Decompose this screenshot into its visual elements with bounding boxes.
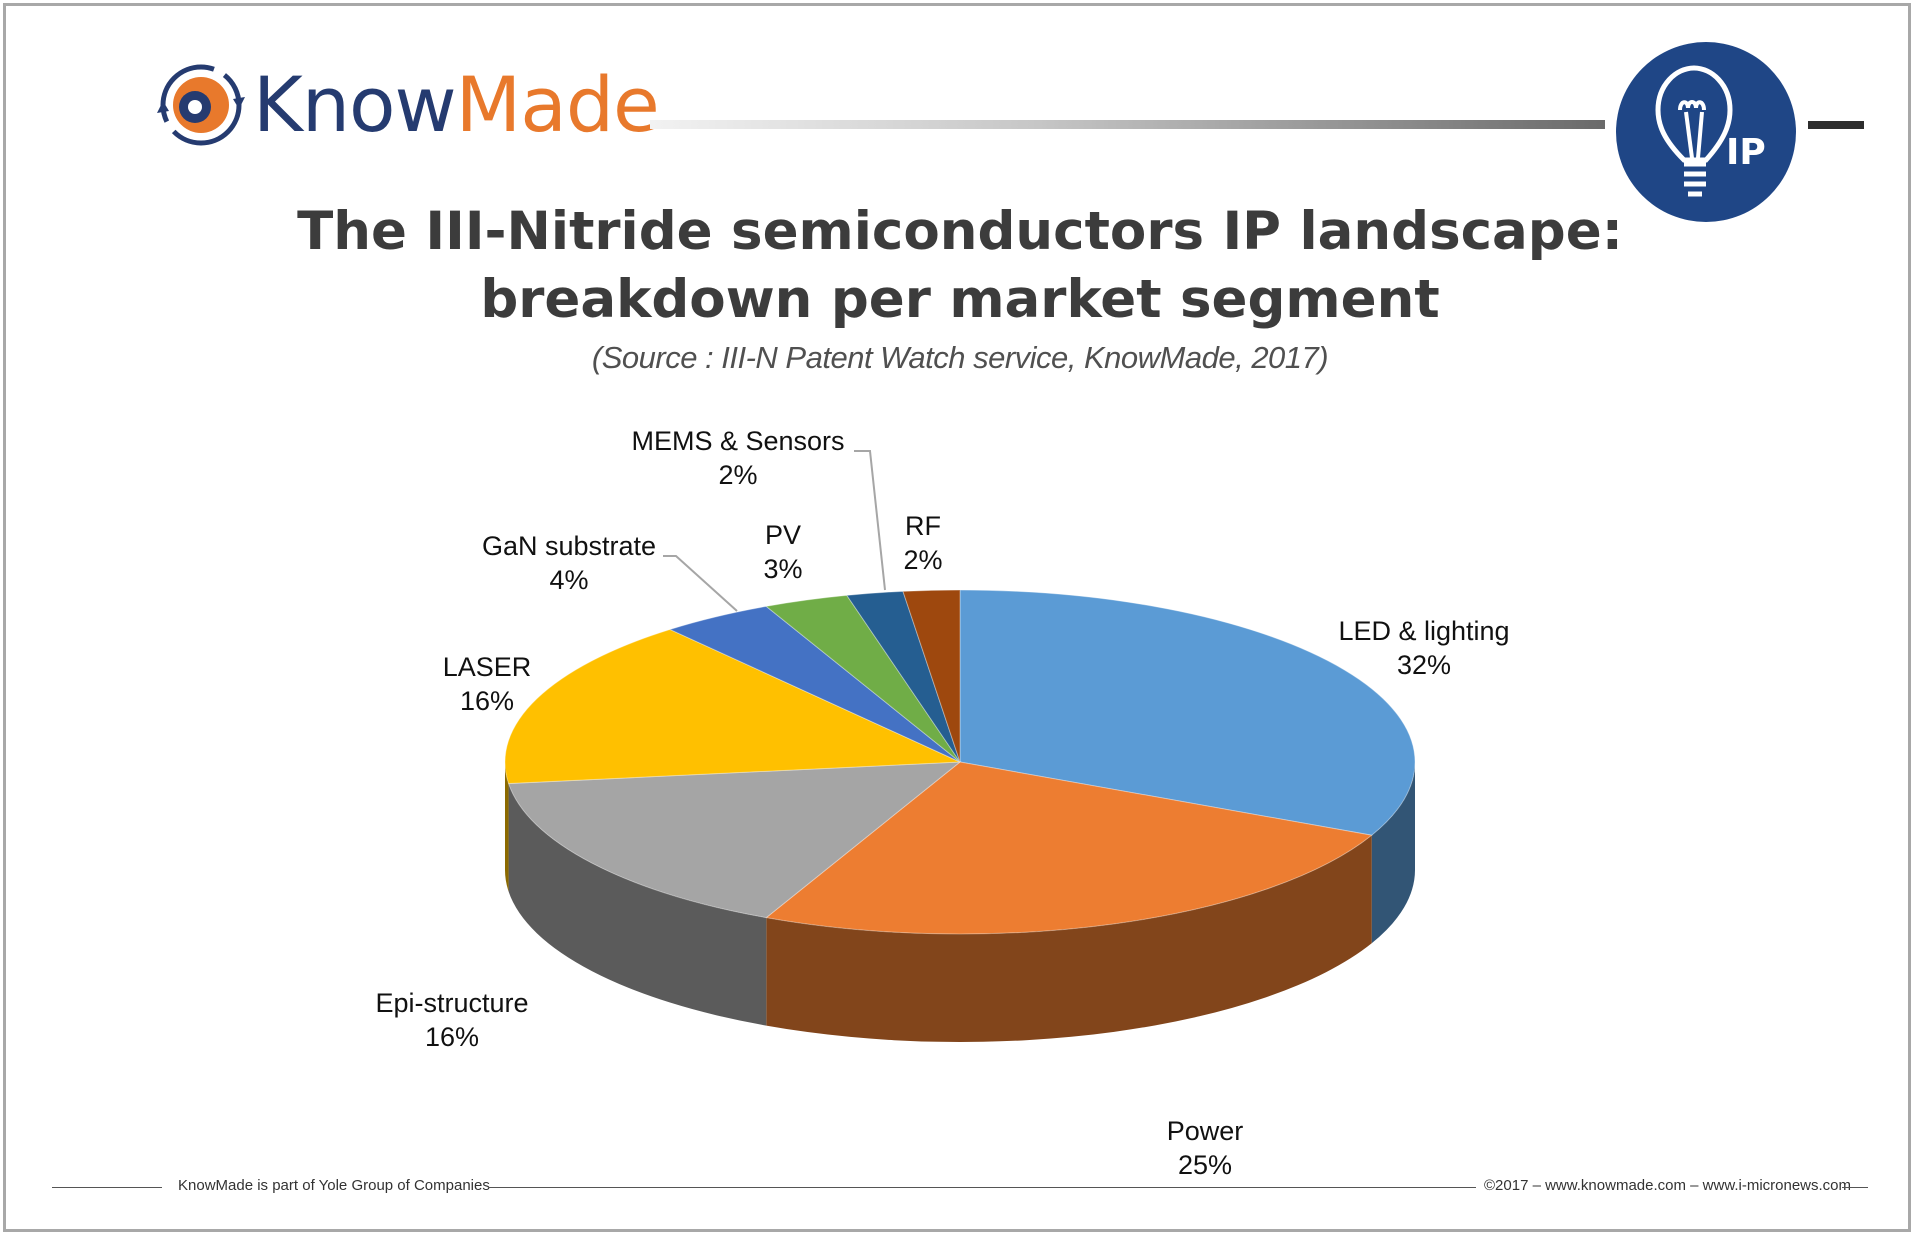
label-gan-substrate: GaN substrate 4%: [482, 531, 656, 595]
slice-led-lighting: [959, 589, 1416, 836]
slice-pv: [765, 594, 961, 763]
lightbulb-icon: IP: [1616, 42, 1796, 222]
ip-badge: IP: [1614, 40, 1798, 224]
slice-mems-sensors: [845, 590, 961, 763]
chart-title: The III-Nitride semiconductors IP landsc…: [0, 198, 1920, 334]
footer-left-text: KnowMade is part of Yole Group of Compan…: [178, 1177, 490, 1194]
label-pv: PV 3%: [763, 520, 802, 584]
ip-badge-text: IP: [1726, 132, 1766, 173]
label-power: Power 25%: [1167, 1116, 1244, 1180]
footer-right-text: ©2017 – www.knowmade.com – www.i-microne…: [1484, 1177, 1852, 1194]
slice-labels: LED & lighting 32% Power 25% Epi-structure 16…: [375, 426, 1509, 1180]
slice-power: [765, 761, 1373, 935]
label-laser: LASER 16%: [443, 652, 532, 716]
source-note: (Source : III-N Patent Watch service, Kn…: [591, 340, 1329, 375]
knowmade-logo-icon: [157, 64, 245, 146]
slice-gan-substrate: [668, 605, 961, 763]
footer-rule-left: [52, 1187, 162, 1188]
header-rule: [650, 120, 1605, 129]
label-led-lighting: LED & lighting 32%: [1338, 616, 1509, 680]
label-epi-structure: Epi-structure 16%: [375, 988, 528, 1052]
slice-side-led-lighting: [1371, 762, 1415, 944]
title-line-1: The III-Nitride semiconductors IP landsc…: [297, 201, 1623, 262]
leader-lines: [663, 450, 886, 612]
footer-rule-middle: [488, 1187, 1476, 1188]
page-frame: [3, 3, 1911, 1232]
slice-epi-structure: [507, 761, 962, 919]
slice-laser: [504, 628, 961, 785]
slice-rf: [902, 589, 961, 763]
title-line-2: breakdown per market segment: [480, 269, 1440, 330]
logo-text-know: Know: [253, 60, 457, 149]
pie-top: [504, 589, 1416, 935]
pie-sides: [505, 762, 1415, 1042]
slice-side-laser: [505, 762, 509, 892]
label-rf: RF 2%: [903, 511, 942, 575]
slice-side-power: [766, 835, 1372, 1042]
label-mems-sensors: MEMS & Sensors 2%: [631, 426, 844, 490]
knowmade-logo: KnowMade: [155, 55, 660, 155]
header-rule-end: [1808, 121, 1864, 129]
slice-side-epi-structure: [508, 783, 767, 1026]
footer-rule-right: [1842, 1187, 1868, 1188]
leader-gan-substrate: [663, 555, 738, 612]
logo-text-made: Made: [455, 60, 660, 149]
leader-mems-sensors: [854, 450, 886, 591]
